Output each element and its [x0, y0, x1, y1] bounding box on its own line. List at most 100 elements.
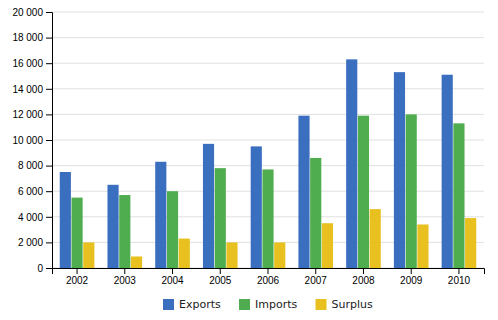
legend-swatch	[239, 299, 250, 310]
bar	[179, 239, 190, 268]
y-tick-label: 10 000	[12, 135, 43, 146]
bar	[226, 242, 237, 268]
bar	[346, 59, 357, 268]
legend-label: Exports	[179, 298, 221, 311]
bar	[71, 198, 82, 268]
x-tick: 2010	[448, 268, 471, 286]
bar	[298, 116, 309, 268]
bar	[83, 242, 94, 268]
chart: 2002 2003 2004 2005 2006 2007 2008 2009 2010 0 2 0…	[0, 0, 498, 320]
x-tick-label: 2010	[448, 275, 471, 286]
x-tick-mark	[411, 268, 412, 274]
grid-line	[52, 88, 484, 89]
plot: 2002 2003 2004 2005 2006 2007 2008 2009 2010 0 2 0…	[12, 7, 484, 286]
legend-label: Surplus	[332, 298, 373, 311]
y-tick: 8 000	[18, 160, 52, 171]
bar-series	[83, 209, 476, 268]
y-tick: 20 000	[12, 7, 52, 18]
y-tick: 16 000	[12, 58, 52, 69]
x-tick: 2008	[352, 268, 375, 286]
x-tick: 2004	[161, 268, 184, 286]
y-tick-mark	[46, 268, 52, 269]
axis-domain	[53, 269, 485, 275]
bar	[394, 72, 405, 268]
bar-series	[60, 59, 453, 268]
bar	[251, 146, 262, 268]
x-tick-mark	[220, 268, 221, 274]
y-axis: 0 2 000 4 000 6 000 8 000 10 000 12 000 14 000 1…	[12, 7, 52, 274]
y-tick-mark	[46, 38, 52, 39]
grid-line	[52, 165, 484, 166]
legend-swatch	[316, 299, 327, 310]
y-tick-label: 8 000	[18, 160, 43, 171]
legend-swatch	[163, 299, 174, 310]
bar	[322, 223, 333, 268]
bar	[465, 218, 476, 268]
bar	[107, 185, 118, 268]
bar-series	[71, 114, 464, 268]
y-tick-mark	[46, 140, 52, 141]
y-tick-mark	[46, 242, 52, 243]
x-tick: 2003	[114, 268, 137, 286]
x-tick-mark	[458, 268, 459, 274]
y-tick-mark	[46, 166, 52, 167]
y-tick: 12 000	[12, 109, 52, 120]
y-tick-label: 20 000	[12, 7, 43, 18]
y-tick-mark	[46, 89, 52, 90]
y-tick-label: 14 000	[12, 84, 43, 95]
bar	[274, 242, 285, 268]
x-tick-label: 2008	[352, 275, 375, 286]
bar	[119, 195, 130, 268]
grid-line	[52, 12, 484, 13]
y-tick-label: 6 000	[18, 186, 43, 197]
y-tick: 0	[37, 263, 52, 274]
y-tick-label: 4 000	[18, 212, 43, 223]
x-tick: 2006	[257, 268, 280, 286]
y-tick-mark	[46, 191, 52, 192]
x-tick-mark	[363, 268, 364, 274]
bar	[406, 114, 417, 268]
bar	[453, 123, 464, 268]
y-tick: 14 000	[12, 84, 52, 95]
y-tick: 10 000	[12, 135, 52, 146]
x-tick: 2009	[400, 268, 423, 286]
x-tick: 2005	[209, 268, 232, 286]
y-tick: 6 000	[18, 186, 52, 197]
y-tick: 18 000	[12, 32, 52, 43]
x-tick: 2002	[66, 268, 89, 286]
axis-domain	[46, 13, 53, 269]
bar	[167, 191, 178, 268]
grid-line	[52, 140, 484, 141]
bar	[442, 75, 453, 268]
bar	[155, 162, 166, 268]
bar	[358, 116, 369, 268]
x-tick-label: 2006	[257, 275, 280, 286]
x-tick-label: 2002	[66, 275, 89, 286]
y-tick-mark	[46, 217, 52, 218]
bar	[215, 168, 226, 268]
y-tick-mark	[46, 114, 52, 115]
bar	[262, 169, 273, 268]
y-tick-label: 0	[37, 263, 43, 274]
x-tick-mark	[172, 268, 173, 274]
x-tick-label: 2003	[114, 275, 137, 286]
legend: ExportsImportsSurplus	[163, 298, 373, 311]
bar	[417, 224, 428, 268]
x-tick-label: 2004	[161, 275, 184, 286]
x-tick-label: 2009	[400, 275, 423, 286]
legend-item: Surplus	[316, 298, 373, 311]
x-tick-mark	[77, 268, 78, 274]
y-tick-mark	[46, 63, 52, 64]
x-tick-label: 2005	[209, 275, 232, 286]
x-tick-label: 2007	[305, 275, 328, 286]
x-tick-mark	[124, 268, 125, 274]
x-axis: 2002 2003 2004 2005 2006 2007 2008 2009 2010	[53, 268, 485, 286]
bar	[60, 172, 71, 268]
y-tick: 4 000	[18, 212, 52, 223]
y-tick-label: 16 000	[12, 58, 43, 69]
y-tick-label: 12 000	[12, 109, 43, 120]
grid-line	[52, 63, 484, 64]
y-tick-mark	[46, 12, 52, 13]
y-tick-label: 2 000	[18, 237, 43, 248]
bar	[370, 209, 381, 268]
